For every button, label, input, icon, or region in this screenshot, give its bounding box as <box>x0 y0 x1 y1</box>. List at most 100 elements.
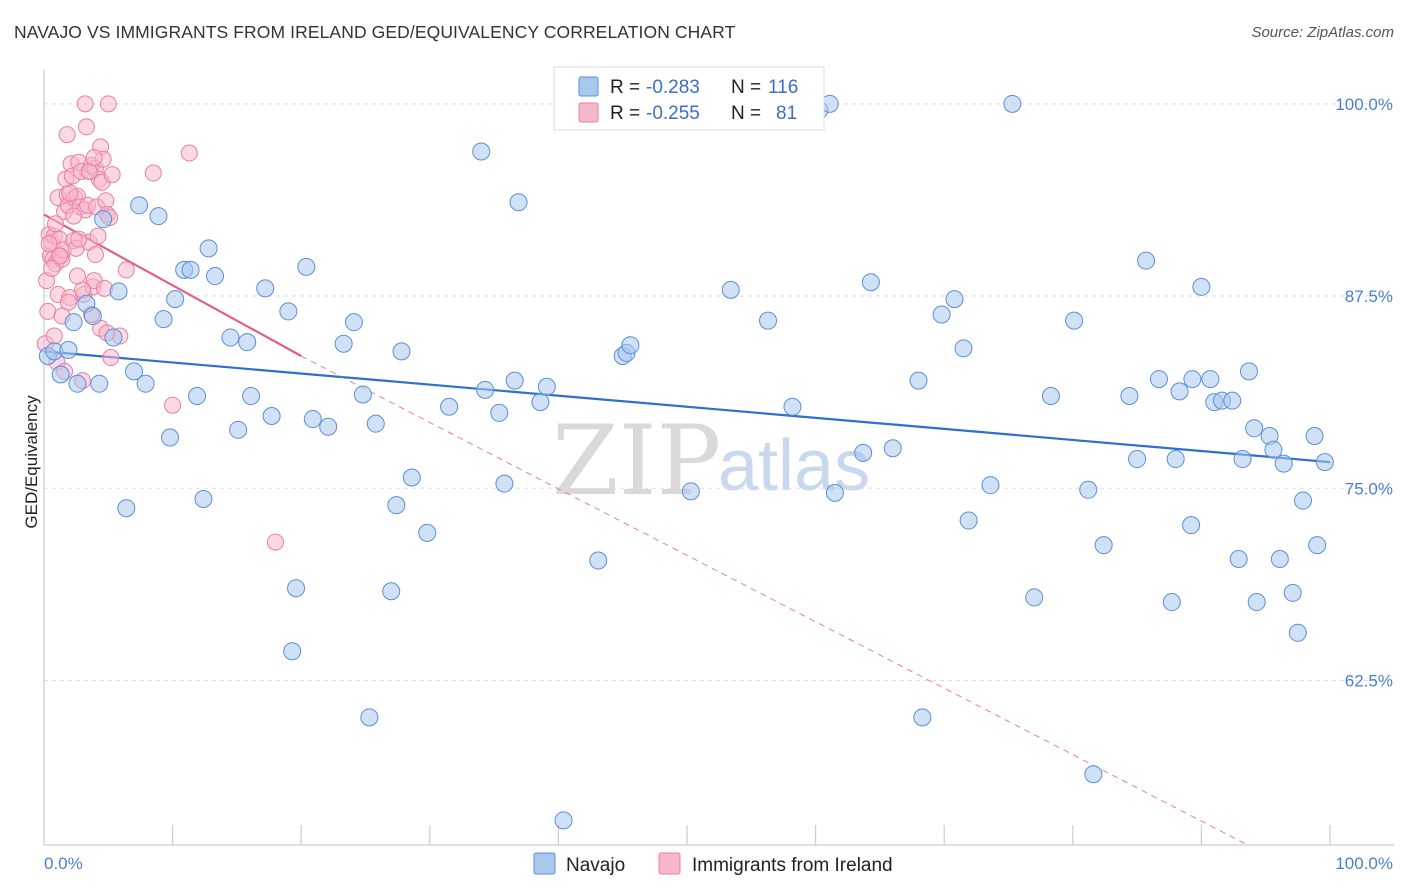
navajo-point <box>68 374 87 393</box>
axes <box>43 70 1394 846</box>
ireland-point <box>76 95 94 113</box>
navajo-point <box>1192 277 1211 296</box>
ireland-point <box>70 230 88 248</box>
navajo-point <box>1308 536 1327 555</box>
y-tick-label: 100.0% <box>1335 95 1393 114</box>
watermark: ZIP atlas <box>552 405 870 517</box>
navajo-point <box>1137 251 1156 270</box>
navajo-point <box>959 511 978 530</box>
ireland-point <box>99 95 117 113</box>
navajo-point <box>382 582 401 601</box>
navajo-point <box>334 334 353 353</box>
navajo-point <box>402 468 421 487</box>
x-tick-label-min: 0.0% <box>44 854 83 873</box>
navajo-point <box>104 328 123 347</box>
navajo-point <box>90 374 109 393</box>
correlation-legend: R = -0.283 N = 116 R = -0.255 N = 81 <box>553 66 825 131</box>
navajo-point <box>1128 450 1147 469</box>
navajo-point <box>181 260 200 279</box>
legend-n-label-ireland: N = <box>731 103 761 124</box>
navajo-point <box>1162 593 1181 612</box>
navajo-point <box>1183 370 1202 389</box>
y-tick-labels: 62.5% 75.0% 87.5% 100.0% <box>1335 95 1393 691</box>
navajo-point <box>154 310 173 329</box>
navajo-point <box>1025 588 1044 607</box>
x-minor-ticks <box>172 825 1331 845</box>
ireland-point <box>61 184 79 202</box>
navajo-point <box>1283 583 1302 602</box>
navajo-point <box>149 207 168 226</box>
navajo-point <box>495 474 514 493</box>
navajo-point <box>256 279 275 298</box>
ireland-point <box>65 207 83 225</box>
legend-swatch-navajo <box>578 76 599 97</box>
ireland-point <box>39 302 57 320</box>
navajo-point <box>1094 536 1113 555</box>
ireland-point <box>59 293 77 311</box>
navajo-point <box>861 273 880 292</box>
navajo-point <box>1288 623 1307 642</box>
navajo-point <box>1041 386 1060 405</box>
navajo-point <box>166 290 185 309</box>
navajo-point <box>1120 386 1139 405</box>
navajo-point <box>1003 94 1022 113</box>
watermark-atlas: atlas <box>718 426 870 506</box>
navajo-point <box>440 397 459 416</box>
ireland-point <box>180 144 198 162</box>
navajo-point <box>505 371 524 390</box>
ireland-point <box>40 235 58 253</box>
navajo-point <box>297 257 316 276</box>
navajo-point <box>242 386 261 405</box>
navajo-point <box>194 490 213 509</box>
ireland-point <box>85 149 103 167</box>
navajo-point <box>64 313 83 332</box>
y-tick-label: 87.5% <box>1345 287 1393 306</box>
navajo-point <box>932 305 951 324</box>
navajo-point <box>1270 549 1289 568</box>
ireland-point <box>117 261 135 279</box>
ireland-point <box>47 215 65 233</box>
navajo-point <box>94 210 113 229</box>
ireland-point <box>86 246 104 264</box>
legend-r-value-navajo: -0.283 <box>646 77 700 98</box>
trend-line-navajo <box>43 350 1331 464</box>
navajo-point <box>721 280 740 299</box>
navajo-point <box>1239 362 1258 381</box>
navajo-point <box>945 290 964 309</box>
legend-swatch-ireland <box>578 102 599 123</box>
bottom-legend-label-navajo: Navajo <box>566 855 625 876</box>
navajo-point <box>1182 516 1201 535</box>
ireland-point <box>58 126 76 144</box>
navajo-point <box>303 410 322 429</box>
navajo-point <box>188 386 207 405</box>
navajo-point <box>83 307 102 326</box>
navajo-point <box>109 282 128 301</box>
navajo-point <box>161 428 180 447</box>
ireland-point <box>266 533 284 551</box>
navajo-point <box>913 708 932 727</box>
legend-r-label-navajo: R = <box>610 77 640 98</box>
navajo-point <box>1065 311 1084 330</box>
legend-n-label-navajo: N = <box>731 77 761 98</box>
y-tick-label: 75.0% <box>1345 479 1393 498</box>
navajo-point <box>909 371 928 390</box>
navajo-point <box>1264 440 1283 459</box>
trend-lines <box>43 213 1331 846</box>
navajo-point <box>283 642 302 661</box>
navajo-point <box>759 311 778 330</box>
navajo-point <box>392 342 411 361</box>
legend-n-value-ireland: 81 <box>776 103 797 124</box>
navajo-point <box>854 443 873 462</box>
navajo-point <box>418 523 437 542</box>
navajo-point <box>1274 454 1293 473</box>
y-axis-label: GED/Equivalency <box>22 395 41 529</box>
navajo-point <box>1315 453 1334 472</box>
bottom-legend-label-ireland: Immigrants from Ireland <box>692 855 893 876</box>
navajo-point <box>360 708 379 727</box>
navajo-point <box>1223 391 1242 410</box>
navajo-point <box>981 476 1000 495</box>
navajo-point <box>1149 370 1168 389</box>
navajo-point <box>279 302 298 321</box>
navajo-point <box>1245 419 1264 438</box>
